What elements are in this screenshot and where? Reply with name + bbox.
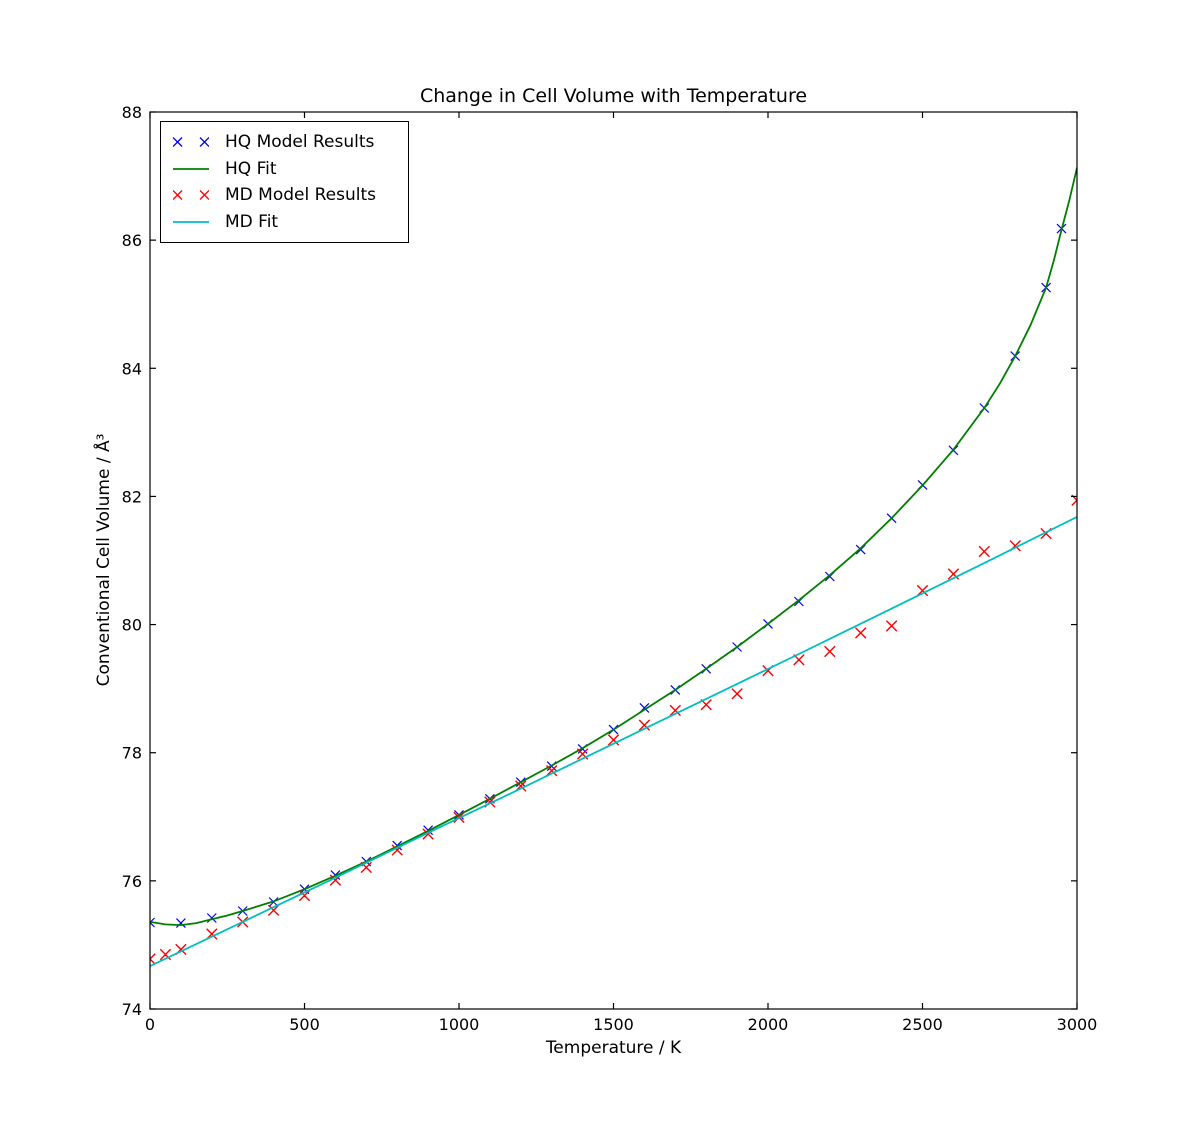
legend-label: HQ Model Results <box>225 131 375 152</box>
legend-entry-md-model-results: MD Model Results <box>161 186 408 204</box>
legend-label: HQ Fit <box>225 158 277 179</box>
x-markers <box>150 494 1077 965</box>
x-tick-label: 0 <box>145 1015 155 1034</box>
legend-handle-glyph <box>173 167 209 170</box>
y-tick-label: 78 <box>122 744 142 763</box>
y-tick-label: 86 <box>122 231 142 250</box>
legend-handle-glyph <box>172 190 210 201</box>
y-tick-label: 84 <box>122 359 142 378</box>
legend-label: MD Fit <box>225 212 279 233</box>
legend-entry-hq-model-results: HQ Model Results <box>161 133 408 151</box>
legend-entry-md-fit: MD Fit <box>161 213 408 231</box>
y-tick-label: 82 <box>122 487 142 506</box>
y-tick-label: 74 <box>122 1000 142 1019</box>
chart-title: Change in Cell Volume with Temperature <box>419 85 808 107</box>
x-markers <box>150 223 1067 929</box>
legend-marker-handle-blue-x <box>172 133 210 151</box>
x-tick-label: 3000 <box>1057 1015 1098 1034</box>
x-tick-label: 500 <box>289 1015 320 1034</box>
y-axis-label: Conventional Cell Volume / Å³ <box>94 433 114 687</box>
y-tick-label: 76 <box>122 872 142 891</box>
legend-handle-glyph <box>173 221 209 224</box>
legend-handle-glyph <box>172 136 210 147</box>
plot-border <box>149 111 1078 1010</box>
x-tick-label: 2500 <box>902 1015 943 1034</box>
x-tick-label: 2000 <box>748 1015 789 1034</box>
legend-line-handle-cyan <box>173 213 209 231</box>
series-hq-fit <box>150 167 1077 927</box>
series-hq-model-results <box>150 223 1067 929</box>
x-axis-label: Temperature / K <box>545 1038 682 1058</box>
legend: HQ Model Results HQ Fit MD Model Results… <box>160 121 409 243</box>
legend-entry-hq-fit: HQ Fit <box>161 160 408 178</box>
y-tick-label: 88 <box>122 103 142 122</box>
series-md-fit <box>150 516 1077 967</box>
series-group <box>150 167 1077 967</box>
x-tick-label: 1000 <box>439 1015 480 1034</box>
x-tick-label: 1500 <box>593 1015 634 1034</box>
legend-label: MD Model Results <box>225 185 376 206</box>
legend-marker-handle-red-x <box>172 186 210 204</box>
series-md-model-results <box>150 494 1077 965</box>
legend-line-handle-green <box>173 160 209 178</box>
y-tick-label: 80 <box>122 616 142 635</box>
